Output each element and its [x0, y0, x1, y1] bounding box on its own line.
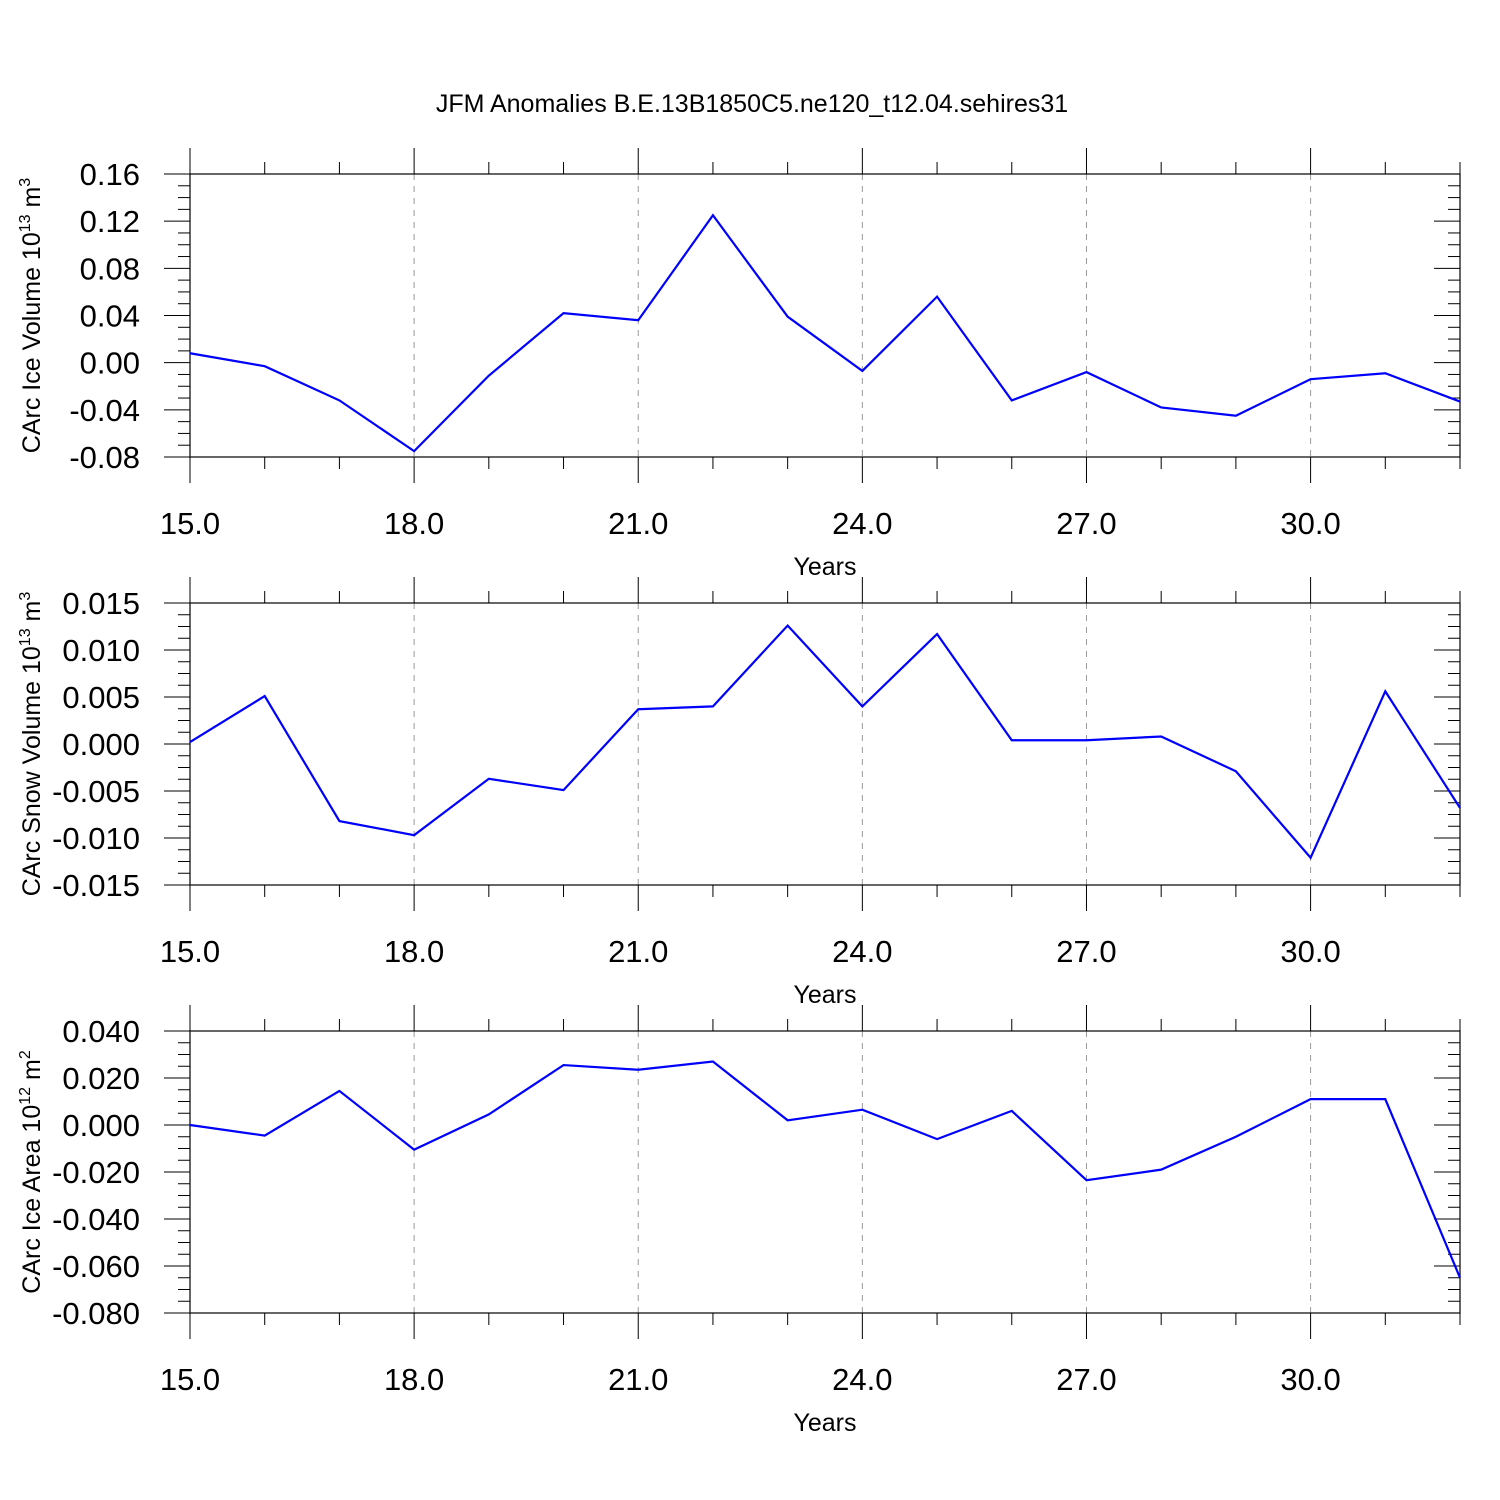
- series-line: [189, 623, 1461, 860]
- x-tick-label: 18.0: [384, 506, 444, 541]
- x-tick-label: 18.0: [384, 934, 444, 969]
- x-tick-label: 15.0: [160, 934, 220, 969]
- y-tick-label: 0.00: [80, 346, 140, 381]
- x-tick-label: 24.0: [832, 934, 892, 969]
- y-axis-title: CArc Ice Area 1012 m2: [17, 1050, 46, 1294]
- chart-title: JFM Anomalies B.E.13B1850C5.ne120_t12.04…: [436, 90, 1068, 118]
- chart-panel-3: 15.0 18.0 21.0 24.0 27.0 30.0 -0.080 -0.060 -0.0…: [17, 1005, 1462, 1437]
- x-tick-label: 30.0: [1280, 506, 1340, 541]
- x-axis-title: Years: [793, 981, 856, 1009]
- y-tick-label: -0.015: [52, 868, 140, 903]
- x-tick-label: 24.0: [832, 506, 892, 541]
- y-tick-label: 0.16: [80, 157, 140, 192]
- y-axis-title: CArc Ice Volume 1013 m3: [17, 178, 46, 454]
- x-tick-label: 21.0: [608, 506, 668, 541]
- y-tick-label: -0.060: [52, 1249, 140, 1284]
- chart-panels: 15.0 18.0 21.0 24.0 27.0 30.0 -0.08 -0.04 0.00 0.…: [17, 148, 1462, 1437]
- y-tick-label: 0.010: [62, 633, 140, 668]
- y-tick-label: -0.08: [69, 440, 140, 475]
- y-tick-label: -0.04: [69, 393, 140, 428]
- series-line: [189, 1060, 1462, 1279]
- y-tick-label: 0.12: [80, 204, 140, 239]
- y-tick-label: -0.080: [52, 1296, 140, 1331]
- x-tick-label: 27.0: [1056, 506, 1116, 541]
- x-tick-label: 18.0: [384, 1362, 444, 1397]
- y-tick-label: 0.005: [62, 680, 140, 715]
- y-tick-label: 0.000: [62, 727, 140, 762]
- y-tick-label: 0.020: [62, 1061, 140, 1096]
- y-tick-label: -0.010: [52, 821, 140, 856]
- y-tick-label: 0.015: [62, 586, 140, 621]
- chart-panel-1: 15.0 18.0 21.0 24.0 27.0 30.0 -0.08 -0.04 0.00 0.…: [17, 148, 1461, 581]
- x-tick-label: 15.0: [160, 506, 220, 541]
- y-tick-label: -0.040: [52, 1202, 140, 1237]
- x-axis-title: Years: [793, 1409, 856, 1437]
- y-tick-label: -0.005: [52, 774, 140, 809]
- y-tick-label: 0.08: [80, 251, 140, 286]
- x-axis-title: Years: [793, 553, 856, 581]
- x-tick-label: 21.0: [608, 1362, 668, 1397]
- y-tick-label: -0.020: [52, 1155, 140, 1190]
- x-tick-label: 27.0: [1056, 934, 1116, 969]
- plot-frame: [189, 602, 1461, 886]
- x-tick-label: 15.0: [160, 1362, 220, 1397]
- x-tick-label: 21.0: [608, 934, 668, 969]
- chart-panel-2: 15.0 18.0 21.0 24.0 27.0 30.0 -0.015 -0.010 -0.0…: [17, 577, 1461, 1009]
- y-tick-label: 0.04: [80, 299, 140, 334]
- series-line: [189, 213, 1461, 453]
- x-tick-label: 30.0: [1280, 1362, 1340, 1397]
- plot-frame: [189, 1030, 1461, 1314]
- x-tick-label: 27.0: [1056, 1362, 1116, 1397]
- y-axis-title: CArc Snow Volume 1013 m3: [17, 592, 46, 897]
- y-tick-label: 0.000: [62, 1108, 140, 1143]
- x-tick-label: 24.0: [832, 1362, 892, 1397]
- x-tick-label: 30.0: [1280, 934, 1340, 969]
- plot-frame: [189, 173, 1461, 458]
- y-tick-label: 0.040: [62, 1014, 140, 1049]
